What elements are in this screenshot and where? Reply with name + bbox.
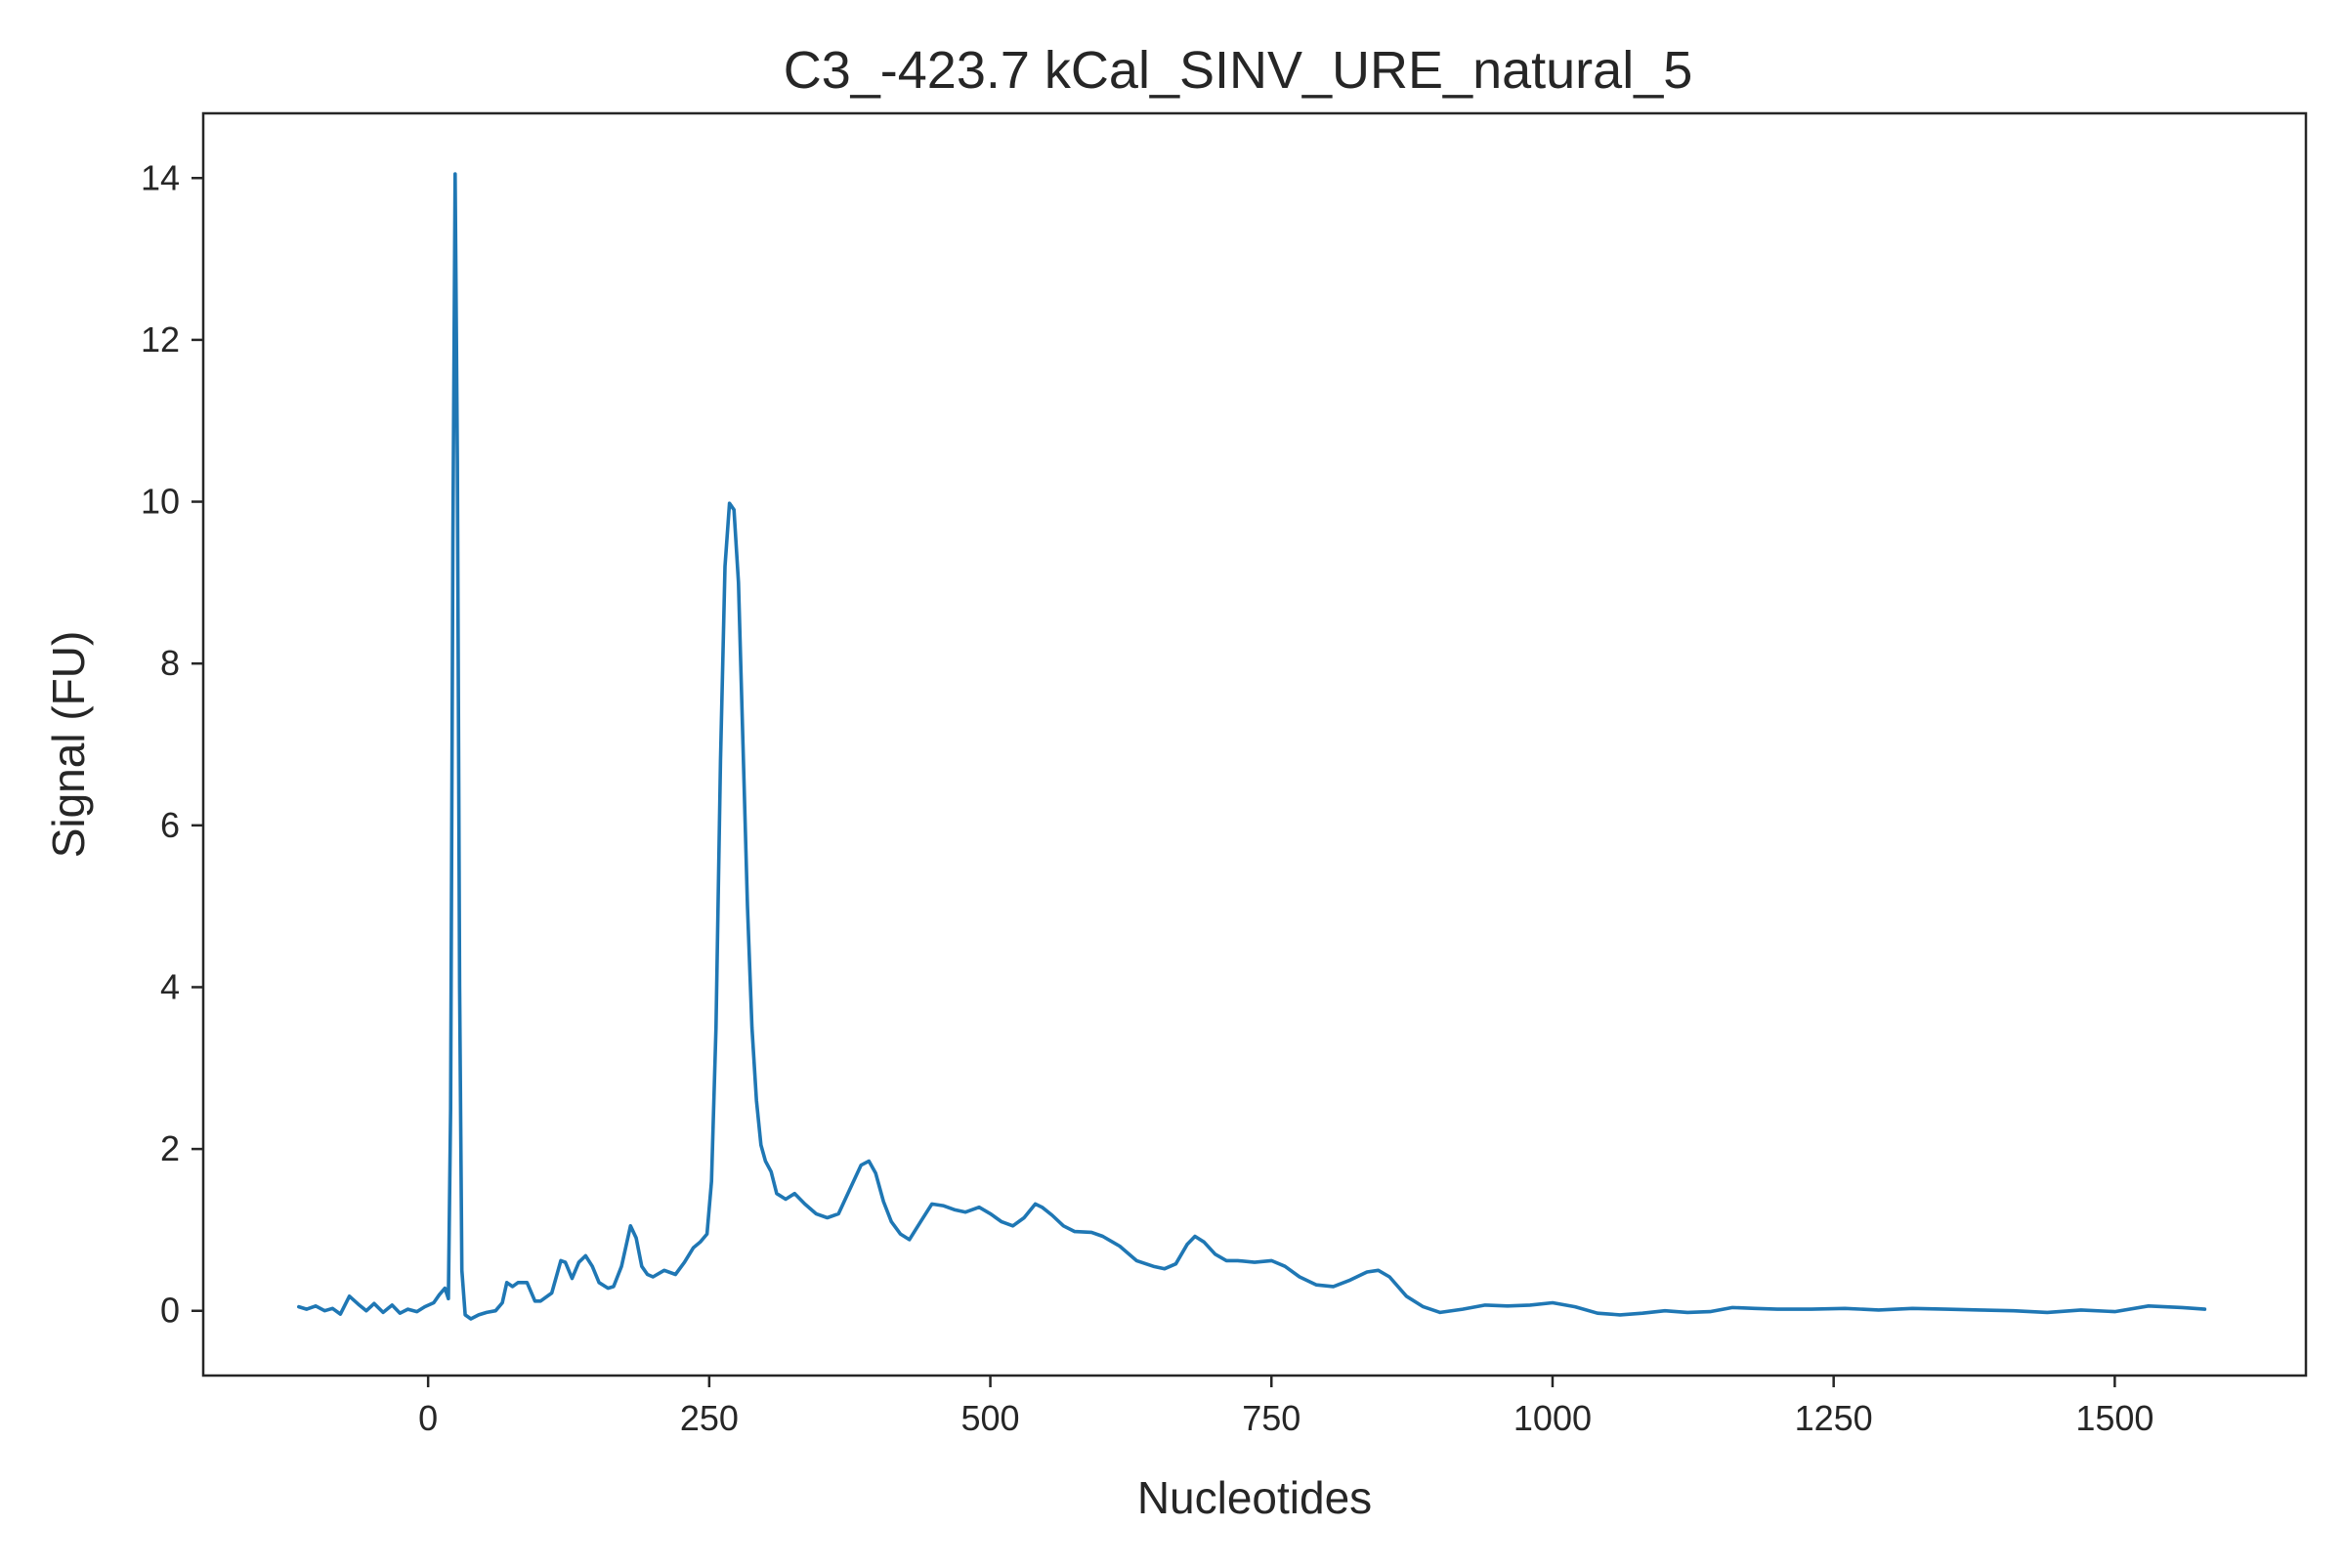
chart-title: C3_-423.7 kCal_SINV_URE_natural_5 [784, 41, 1693, 100]
x-tick-label: 1250 [1795, 1398, 1873, 1438]
y-tick-label: 8 [160, 643, 180, 683]
plot-frame [201, 111, 2308, 1377]
x-tick-label: 500 [961, 1398, 1020, 1438]
series-line [296, 172, 2207, 1321]
y-tick-label: 12 [141, 319, 180, 360]
x-tick-label: 1000 [1514, 1398, 1592, 1438]
y-tick-label: 4 [160, 966, 180, 1006]
x-tick-label: 1500 [2075, 1398, 2153, 1438]
y-axis-label: Signal (FU) [43, 631, 94, 859]
x-axis-label: Nucleotides [1137, 1472, 1372, 1523]
series-layer [296, 172, 2207, 1321]
x-tick-label: 750 [1242, 1398, 1300, 1438]
y-tick-label: 0 [160, 1291, 180, 1331]
y-tick-label: 2 [160, 1128, 180, 1168]
y-tick-label: 14 [141, 157, 180, 197]
x-tick-label: 250 [680, 1398, 739, 1438]
axis-ticks: 0 250 500 750 1000 1250 1500 0 2 4 6 8 10 12 14 [141, 157, 2153, 1438]
y-tick-label: 6 [160, 805, 180, 845]
x-tick-label: 0 [418, 1398, 438, 1438]
y-tick-label: 10 [141, 482, 180, 522]
